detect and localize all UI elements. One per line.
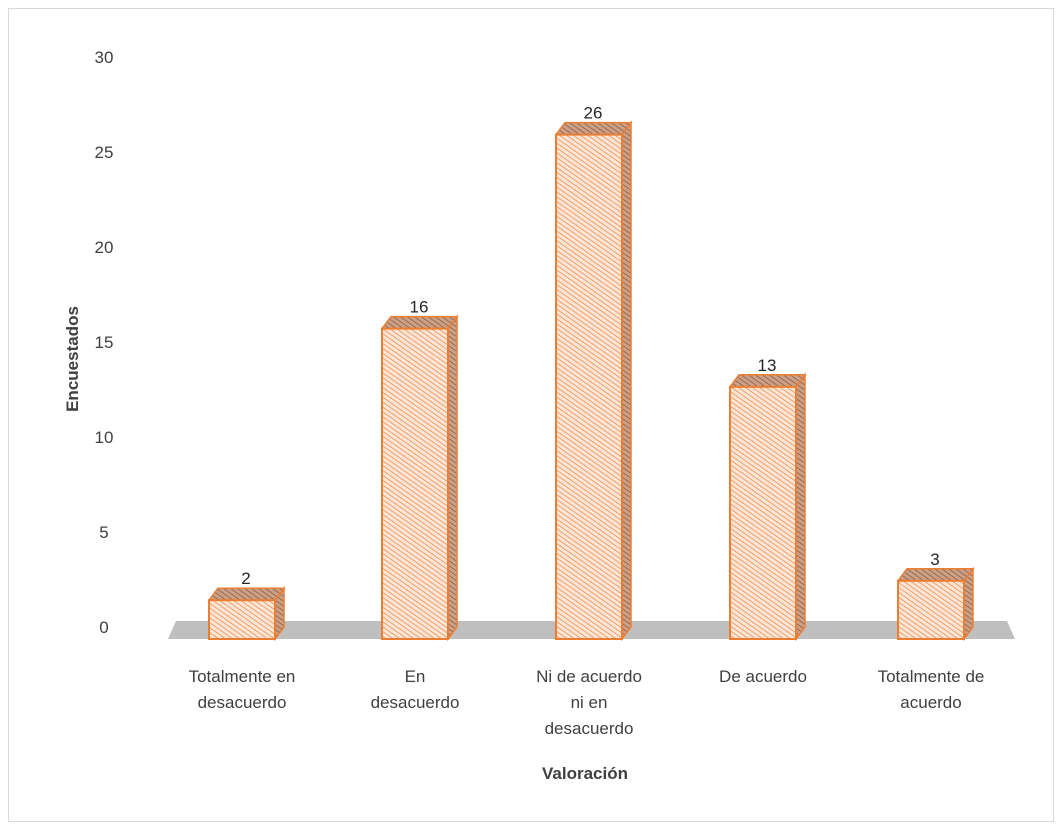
data-label: 3	[930, 550, 939, 569]
category-label-line: En	[405, 667, 426, 686]
category-label: De acuerdo	[719, 667, 807, 686]
bar-front	[381, 327, 449, 640]
y-tick-label: 0	[99, 618, 108, 637]
y-tick-label: 5	[99, 523, 108, 542]
category-label: Ni de acuerdo ni en desacuerdo	[536, 667, 642, 738]
category-label: Totalmente en desacuerdo	[189, 667, 296, 712]
category-label-line: ni en	[571, 693, 608, 712]
bar-top	[554, 121, 633, 136]
category-label-line: desacuerdo	[371, 693, 460, 712]
y-axis-title: Encuestados	[63, 306, 82, 412]
bar-front	[897, 579, 965, 640]
category-label-line: Totalmente de	[878, 667, 985, 686]
bar-front	[729, 385, 797, 640]
category-label-line: Totalmente en	[189, 667, 296, 686]
y-tick-label: 25	[95, 143, 114, 162]
y-tick-label: 20	[95, 238, 114, 257]
bar	[207, 585, 286, 642]
x-axis-title: Valoración	[542, 764, 628, 783]
y-tick-label: 15	[95, 333, 114, 352]
category-label-line: De acuerdo	[719, 667, 807, 686]
bar	[554, 120, 633, 642]
bar-top	[728, 374, 807, 388]
bar-front	[208, 599, 276, 641]
category-label-line: acuerdo	[900, 693, 961, 712]
data-label: 2	[241, 569, 250, 588]
category-label: Totalmente de acuerdo	[878, 667, 985, 712]
y-tick-label: 10	[95, 428, 114, 447]
bar-front	[555, 133, 623, 640]
bar-side	[447, 314, 458, 642]
category-label: En desacuerdo	[371, 667, 460, 712]
bar	[896, 566, 975, 642]
bar-top	[207, 587, 286, 601]
data-label: 16	[410, 298, 429, 317]
bar	[380, 314, 459, 642]
bar	[728, 372, 807, 642]
category-label-line: desacuerdo	[198, 693, 287, 712]
category-label-line: desacuerdo	[545, 719, 634, 738]
bar-top	[380, 315, 459, 330]
data-label: 13	[758, 356, 777, 375]
bar-top	[896, 568, 975, 582]
data-label: 26	[584, 104, 603, 123]
bar-chart: 0 5 10 15 20 25 30 2 16 26 13 3 Totalmente en desac…	[63, 48, 1015, 783]
bar-side	[621, 120, 632, 642]
y-tick-label: 30	[95, 48, 114, 67]
bar-side	[795, 372, 806, 642]
chart-frame: 0 5 10 15 20 25 30 2 16 26 13 3 Totalmente en desac…	[8, 8, 1054, 822]
category-label-line: Ni de acuerdo	[536, 667, 642, 686]
